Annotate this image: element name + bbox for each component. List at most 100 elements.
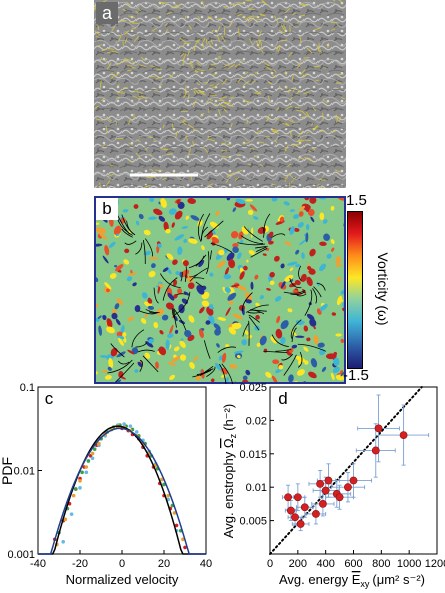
velocity-vector	[106, 62, 112, 70]
vorticity-blob	[232, 313, 243, 320]
vorticity-blob	[118, 375, 126, 380]
panel-d-xlabel-units: (μm² s⁻²)	[372, 572, 425, 587]
streamline	[110, 343, 125, 358]
velocity-vector	[288, 88, 291, 94]
vorticity-blob	[280, 320, 289, 330]
streamline	[188, 255, 205, 269]
vorticity-blob	[295, 335, 305, 338]
c-data-point	[183, 545, 187, 550]
velocity-vector	[296, 109, 304, 113]
vorticity-blob	[165, 339, 170, 350]
velocity-vector	[259, 13, 266, 17]
vorticity-blob	[109, 241, 116, 248]
vorticity-blob	[295, 263, 300, 268]
d-data-point	[371, 446, 380, 455]
velocity-vector	[126, 69, 132, 72]
vorticity-blob	[111, 308, 117, 315]
velocity-vector	[248, 15, 254, 18]
panel-d-ylabel-prefix: Avg. enstrophy	[221, 448, 236, 538]
vorticity-blob	[130, 269, 133, 274]
vorticity-blob	[256, 342, 261, 347]
vorticity-blob	[232, 243, 239, 248]
velocity-vector	[290, 176, 297, 183]
vorticity-blob	[279, 216, 285, 223]
velocity-vector	[184, 85, 187, 94]
velocity-vector	[193, 88, 200, 94]
vorticity-blob	[155, 361, 159, 369]
vorticity-blob	[330, 239, 335, 245]
velocity-vector	[194, 69, 199, 73]
streamline	[237, 242, 266, 246]
velocity-vector	[278, 29, 286, 34]
c-data-point	[97, 441, 101, 446]
vorticity-blob	[305, 208, 310, 212]
velocity-vector	[183, 91, 188, 99]
vorticity-blob	[307, 266, 312, 271]
velocity-vector	[284, 149, 287, 153]
velocity-vector	[128, 142, 133, 146]
vorticity-blob	[319, 212, 325, 221]
vorticity-blob	[287, 308, 293, 313]
streamline	[172, 308, 176, 318]
vorticity-blob	[330, 372, 335, 381]
velocity-vector	[216, 25, 221, 34]
vorticity-blob	[330, 205, 335, 211]
velocity-vector	[208, 68, 213, 70]
vorticity-blob	[254, 274, 259, 280]
velocity-vector	[103, 0, 107, 3]
vorticity-blob	[212, 230, 216, 235]
vorticity-blob	[158, 215, 166, 222]
vorticity-blob	[294, 279, 301, 286]
c-xtick-label: 20	[158, 558, 170, 570]
streamline	[159, 273, 181, 289]
vorticity-blob	[337, 276, 342, 282]
velocity-vector	[162, 177, 167, 181]
streamline	[255, 246, 267, 249]
streamline	[217, 346, 237, 353]
velocity-vector	[224, 102, 232, 105]
vorticity-blob	[221, 352, 227, 363]
vorticity-blob	[284, 241, 292, 246]
velocity-vector	[167, 153, 173, 155]
velocity-vector	[272, 128, 278, 132]
streamline	[153, 287, 159, 304]
vorticity-blob	[289, 226, 295, 235]
vorticity-blob	[133, 204, 139, 209]
panel-d-ylabel-subscript: z	[228, 433, 238, 438]
velocity-vector	[340, 96, 346, 100]
velocity-vector	[273, 69, 277, 73]
velocity-vector	[158, 84, 163, 86]
velocity-vector	[122, 86, 128, 89]
c-data-point	[166, 493, 170, 498]
velocity-vector	[298, 140, 305, 143]
velocity-vector	[334, 169, 341, 173]
velocity-vector	[216, 35, 221, 42]
vorticity-blob	[248, 250, 255, 256]
panel-b-image	[90, 193, 350, 388]
vorticity-blob	[177, 246, 183, 256]
velocity-vector	[208, 43, 212, 48]
vorticity-blob	[172, 279, 178, 287]
vorticity-blob	[298, 211, 304, 217]
vorticity-blob	[304, 360, 309, 365]
velocity-vector	[244, 71, 249, 75]
velocity-vector	[266, 113, 271, 119]
vorticity-blob	[288, 374, 294, 383]
velocity-vector	[284, 105, 293, 110]
velocity-vector	[336, 116, 339, 123]
c-data-point	[172, 511, 177, 515]
vorticity-blob	[106, 288, 110, 293]
velocity-vector	[140, 95, 148, 100]
velocity-vector	[175, 3, 183, 9]
vorticity-blob	[228, 300, 234, 305]
d-xtick-label: 0	[267, 558, 273, 570]
d-ytick-label: 0.02	[246, 415, 267, 427]
velocity-vector	[292, 12, 297, 16]
velocity-vector	[107, 51, 111, 54]
velocity-vector	[111, 26, 115, 32]
velocity-vector	[198, 91, 206, 96]
velocity-vector	[245, 0, 253, 2]
velocity-vector	[207, 16, 213, 20]
vorticity-blob	[295, 249, 300, 255]
vorticity-blob	[313, 325, 316, 330]
